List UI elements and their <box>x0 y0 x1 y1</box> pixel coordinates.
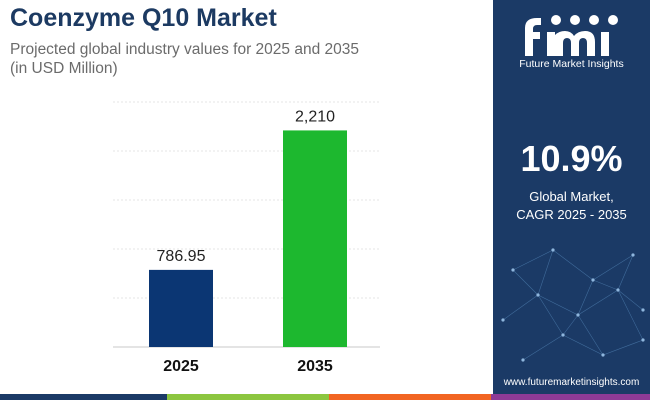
subtitle-line-1: Projected global industry values for 202… <box>10 41 359 58</box>
cagr-label: Global Market, CAGR 2025 - 2035 <box>493 188 650 224</box>
website-url: www.futuremarketinsights.com <box>503 377 640 388</box>
logo-text: Future Market Insights <box>519 58 624 70</box>
stripe-segment-green <box>167 394 329 400</box>
chart-bars <box>149 130 347 347</box>
data-label-2035: 2,210 <box>295 108 335 125</box>
side-panel: Future Market Insights 10.9% Global Mark… <box>493 0 650 394</box>
page-subtitle: Projected global industry values for 202… <box>10 40 470 78</box>
stripe-segment-navy <box>0 394 167 400</box>
cagr-label-line-2: CAGR 2025 - 2035 <box>516 207 627 222</box>
stripe-segment-orange <box>329 394 491 400</box>
fmi-logo <box>525 15 618 56</box>
bottom-color-stripe <box>0 394 650 400</box>
network-decoration <box>501 248 645 362</box>
stripe-segment-purple <box>491 394 650 400</box>
bar-2025 <box>149 269 213 347</box>
cagr-value: 10.9% <box>520 138 623 179</box>
subtitle-line-2: (in USD Million) <box>10 60 118 77</box>
data-label-2025: 786.95 <box>157 248 206 265</box>
bar-chart: 786.95 2025 2,210 2035 <box>113 101 380 375</box>
x-tick-label-2035: 2035 <box>297 358 333 375</box>
x-tick-label-2025: 2025 <box>163 358 199 375</box>
cagr-label-line-1: Global Market, <box>529 189 614 204</box>
bar-2035 <box>283 130 347 347</box>
chart-labels: 786.95 2025 2,210 2035 <box>157 108 336 375</box>
page-title: Coenzyme Q10 Market <box>10 4 277 32</box>
